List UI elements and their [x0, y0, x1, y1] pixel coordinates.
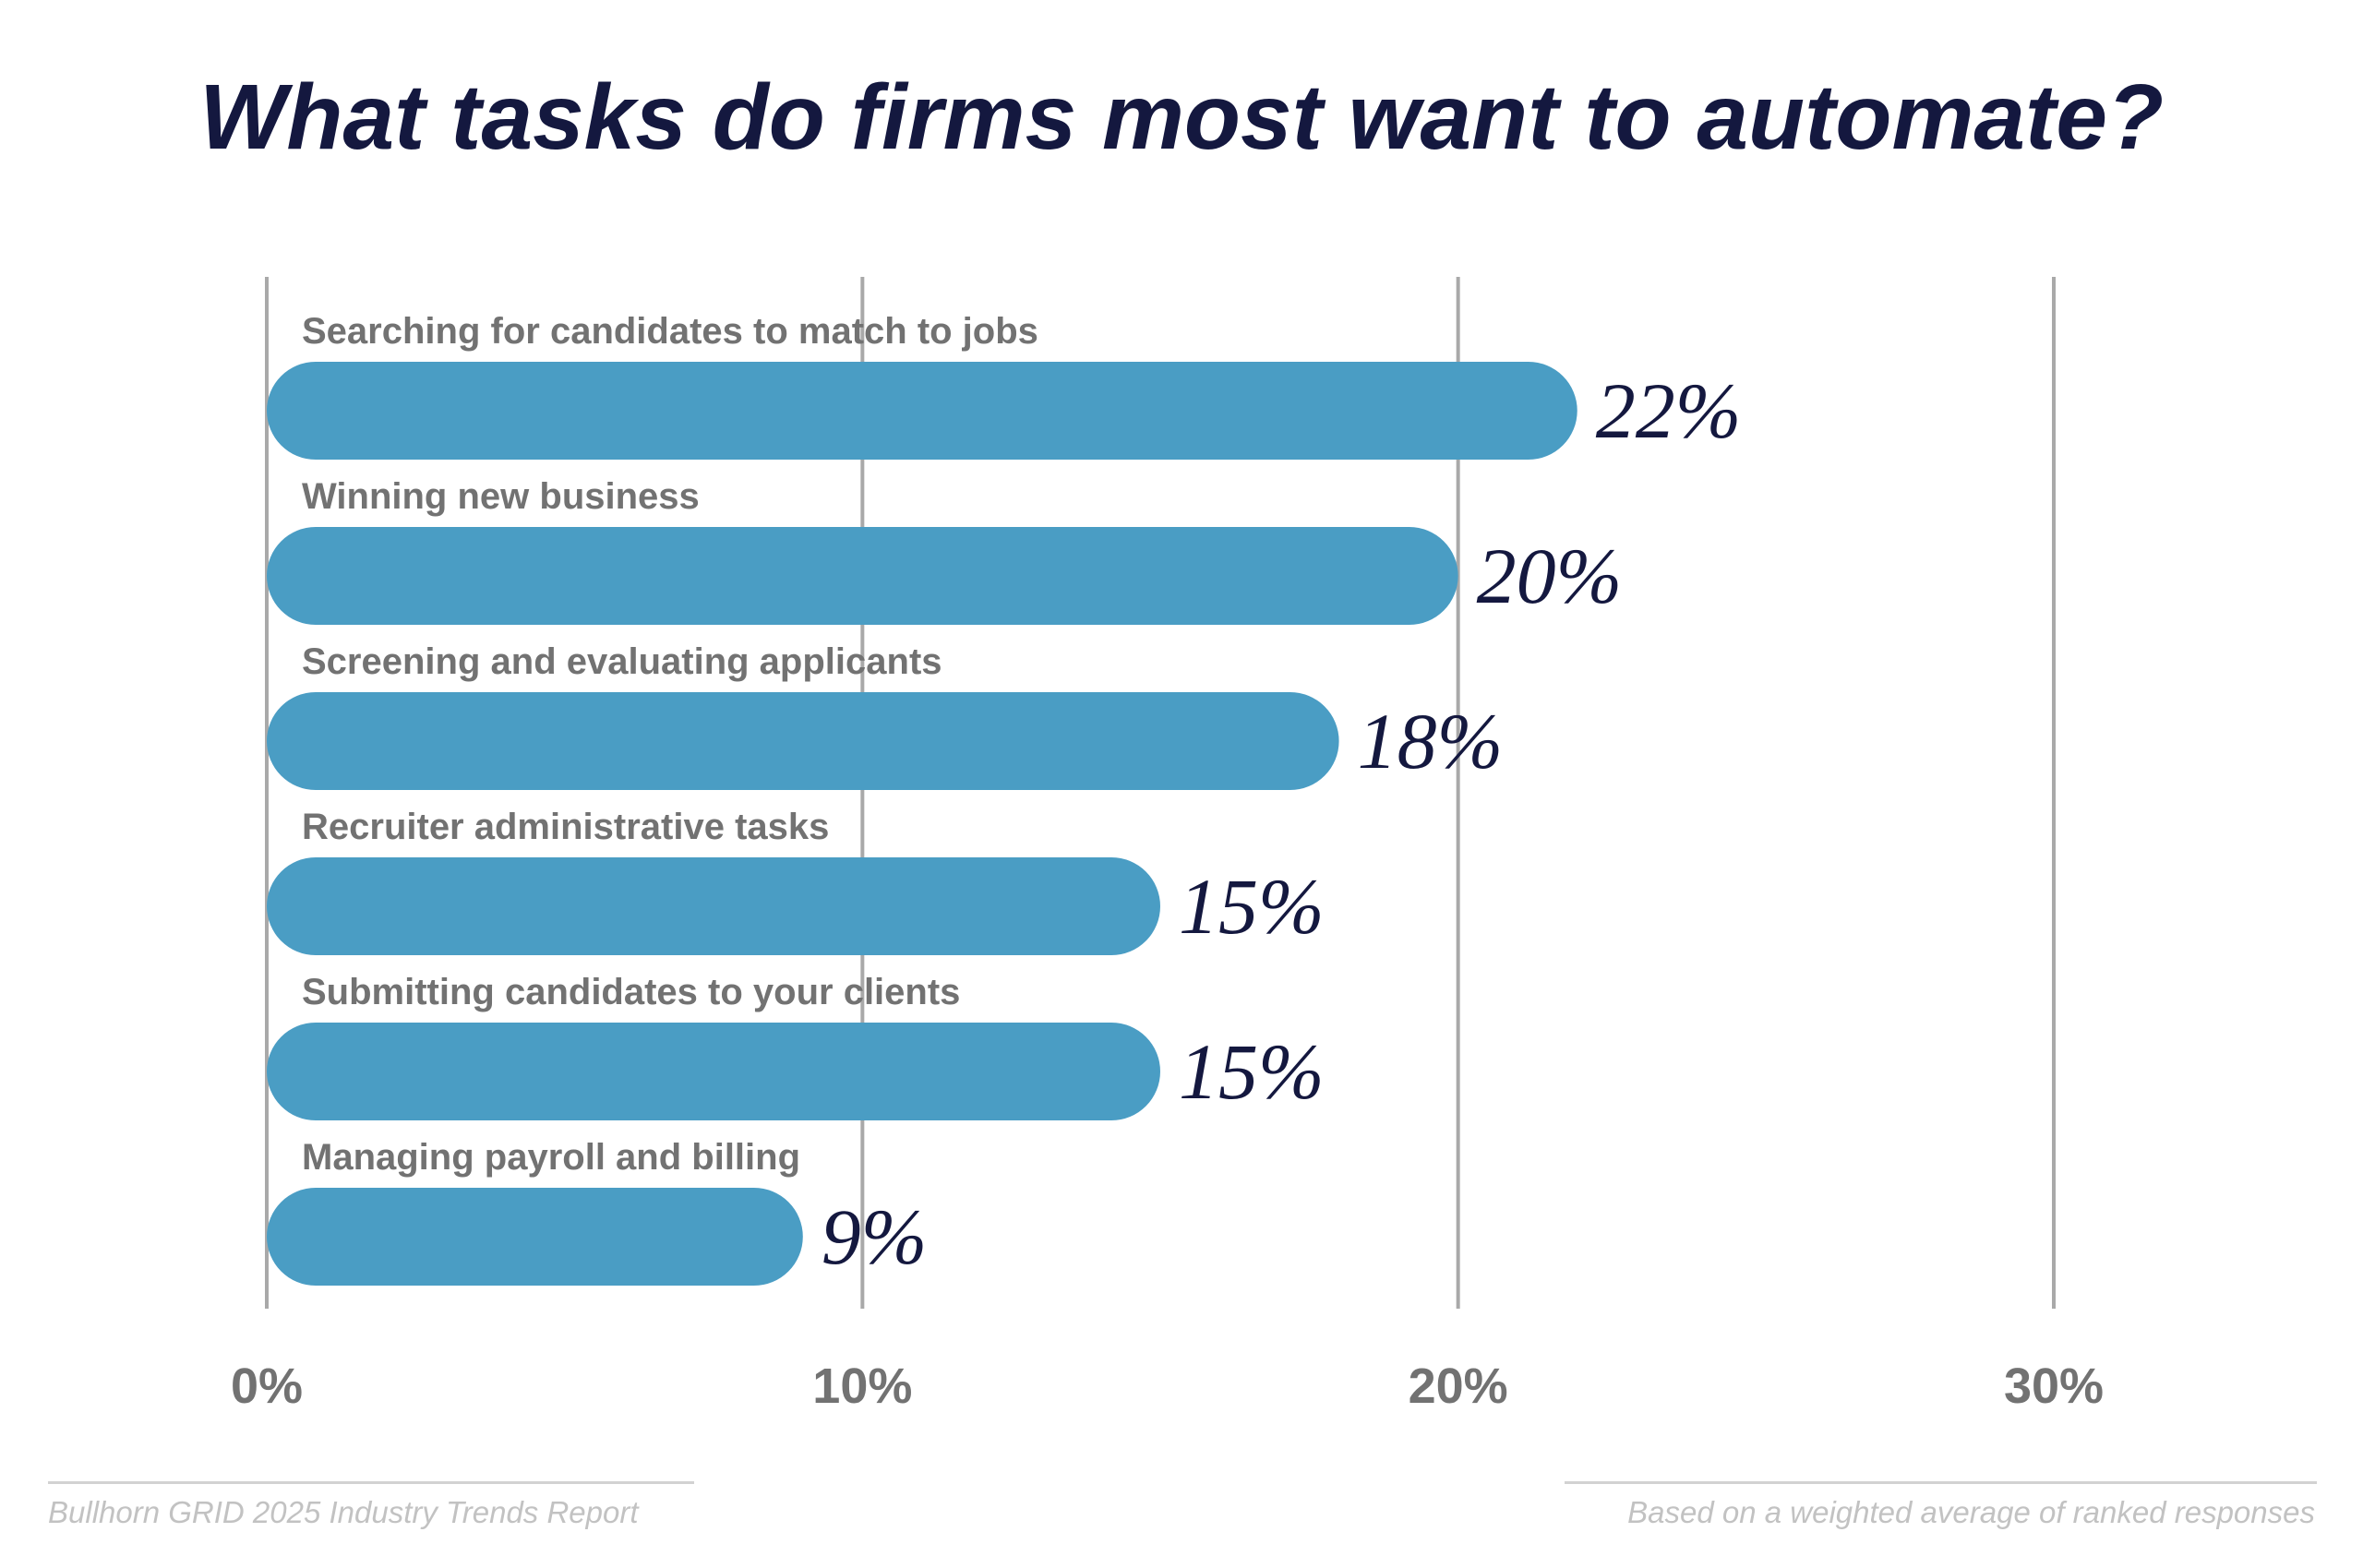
footer-divider-right: [1565, 1481, 2317, 1484]
category-label-3: Screening and evaluating applicants: [302, 641, 942, 682]
value-label-3: 18%: [1358, 697, 1504, 785]
value-label-4: 15%: [1179, 862, 1325, 951]
bar-6: [267, 1188, 803, 1286]
bar-2: [267, 527, 1458, 625]
methodology-note: Based on a weighted average of ranked re…: [1627, 1495, 2315, 1529]
x-tick-label-20: 20%: [1409, 1359, 1508, 1414]
bar-4: [267, 857, 1160, 955]
value-label-5: 15%: [1179, 1027, 1325, 1116]
bar-1: [267, 362, 1577, 460]
x-tick-label-30: 30%: [2004, 1359, 2104, 1414]
category-label-4: Recruiter administrative tasks: [302, 807, 829, 847]
value-label-2: 20%: [1477, 532, 1623, 620]
footer-divider-left: [48, 1481, 694, 1484]
category-label-6: Managing payroll and billing: [302, 1137, 800, 1178]
category-label-2: Winning new business: [302, 476, 700, 517]
bar-5: [267, 1023, 1160, 1120]
category-label-1: Searching for candidates to match to job…: [302, 311, 1038, 352]
value-label-6: 9%: [822, 1192, 928, 1281]
x-axis-ticks: 0% 10% 20% 30%: [231, 1359, 2104, 1414]
x-tick-label-10: 10%: [812, 1359, 912, 1414]
bar-3: [267, 692, 1339, 790]
x-tick-label-0: 0%: [231, 1359, 303, 1414]
category-label-5: Submitting candidates to your clients: [302, 972, 960, 1012]
chart-title: What tasks do firms most want to automat…: [198, 66, 2165, 169]
bars: Searching for candidates to match to job…: [267, 311, 1741, 1286]
source-note: Bullhorn GRID 2025 Industry Trends Repor…: [48, 1495, 639, 1529]
value-label-1: 22%: [1596, 366, 1742, 455]
